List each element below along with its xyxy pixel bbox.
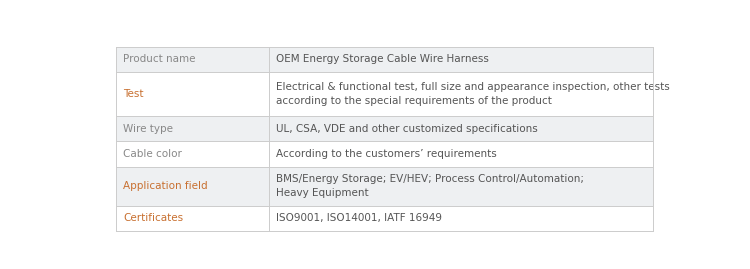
Text: Wire type: Wire type <box>124 124 173 134</box>
FancyBboxPatch shape <box>116 47 269 72</box>
FancyBboxPatch shape <box>269 167 653 206</box>
Text: Electrical & functional test, full size and appearance inspection, other tests
a: Electrical & functional test, full size … <box>277 82 670 106</box>
FancyBboxPatch shape <box>116 167 269 206</box>
FancyBboxPatch shape <box>269 116 653 141</box>
Text: Product name: Product name <box>124 54 196 64</box>
FancyBboxPatch shape <box>116 72 269 116</box>
Text: Test: Test <box>124 89 144 99</box>
Text: Certificates: Certificates <box>124 214 184 224</box>
Text: Cable color: Cable color <box>124 149 182 159</box>
FancyBboxPatch shape <box>116 141 269 167</box>
FancyBboxPatch shape <box>269 141 653 167</box>
Text: Application field: Application field <box>124 181 208 191</box>
FancyBboxPatch shape <box>269 206 653 231</box>
Text: According to the customers’ requirements: According to the customers’ requirements <box>277 149 497 159</box>
Text: ISO9001, ISO14001, IATF 16949: ISO9001, ISO14001, IATF 16949 <box>277 214 442 224</box>
Text: OEM Energy Storage Cable Wire Harness: OEM Energy Storage Cable Wire Harness <box>277 54 489 64</box>
FancyBboxPatch shape <box>116 206 269 231</box>
FancyBboxPatch shape <box>269 72 653 116</box>
FancyBboxPatch shape <box>116 116 269 141</box>
Text: UL, CSA, VDE and other customized specifications: UL, CSA, VDE and other customized specif… <box>277 124 538 134</box>
Text: BMS/Energy Storage; EV/HEV; Process Control/Automation;
Heavy Equipment: BMS/Energy Storage; EV/HEV; Process Cont… <box>277 174 584 198</box>
FancyBboxPatch shape <box>269 47 653 72</box>
